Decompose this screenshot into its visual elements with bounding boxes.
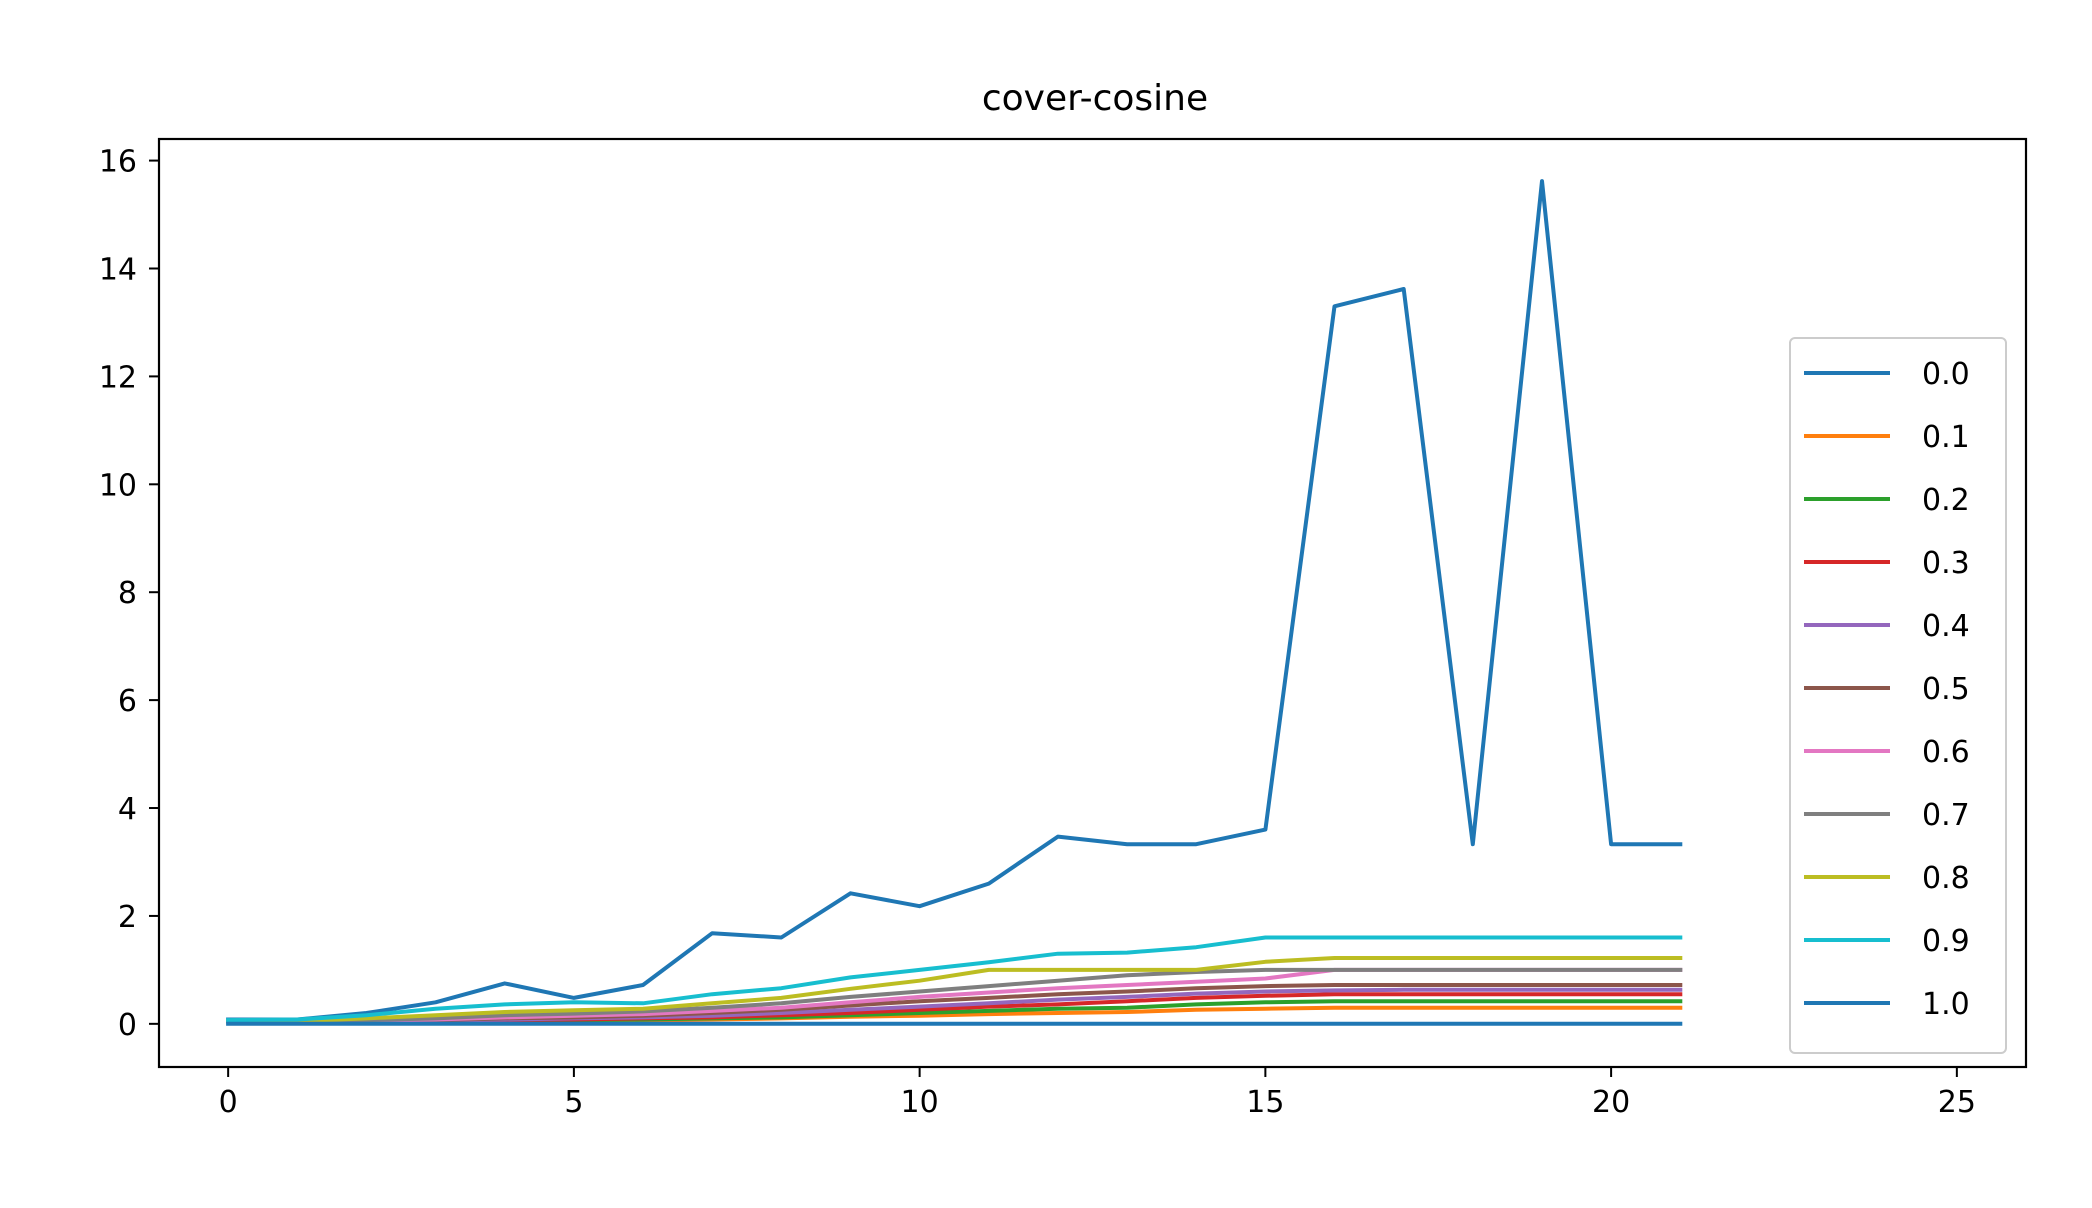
legend-label-0.2: 0.2: [1922, 483, 1970, 518]
legend-label-0.5: 0.5: [1922, 672, 1970, 707]
x-tick-label: 5: [564, 1085, 583, 1120]
legend-label-0.6: 0.6: [1922, 735, 1970, 770]
chart-title: cover-cosine: [982, 78, 1208, 119]
legend-label-0.9: 0.9: [1922, 924, 1970, 959]
legend: 0.0 0.1 0.2 0.3 0.4 0.5 0.6 0.7 0.8 0.9 1.0: [1789, 337, 2007, 1054]
plot-area: [226, 179, 1683, 1026]
axes: 0 5 10 15 20 25 0 2 4 6 8 10 12 14 16: [99, 145, 1976, 1120]
axes-frame: [157, 137, 2028, 1069]
y-tick-label: 2: [118, 900, 137, 935]
x-tick-label: 10: [901, 1085, 939, 1120]
series-line-0.0: [226, 179, 1683, 1022]
series-line-0.8: [226, 956, 1683, 1024]
y-tick-label: 16: [99, 145, 137, 180]
y-tick-label: 12: [99, 360, 137, 395]
legend-label-0.4: 0.4: [1922, 609, 1970, 644]
legend-label-0.8: 0.8: [1922, 861, 1970, 896]
x-tick-label: 20: [1592, 1085, 1630, 1120]
series-line-0.7: [226, 967, 1683, 1024]
legend-box: [1789, 337, 2007, 1054]
y-tick-label: 6: [118, 684, 137, 719]
legend-label-0.7: 0.7: [1922, 798, 1970, 833]
y-tick-label: 14: [99, 252, 137, 287]
legend-label-0.0: 0.0: [1922, 357, 1970, 392]
legend-label-0.1: 0.1: [1922, 420, 1970, 455]
y-tick-label: 0: [118, 1008, 137, 1043]
y-tick-label: 8: [118, 576, 137, 611]
legend-label-1.0: 1.0: [1922, 987, 1970, 1022]
y-tick-label: 4: [118, 792, 137, 827]
y-tick-label: 10: [99, 468, 137, 503]
x-tick-label: 25: [1938, 1085, 1976, 1120]
x-tick-label: 15: [1246, 1085, 1284, 1120]
series-line-0.9: [226, 935, 1683, 1023]
legend-label-0.3: 0.3: [1922, 546, 1970, 581]
x-tick-label: 0: [219, 1085, 238, 1120]
